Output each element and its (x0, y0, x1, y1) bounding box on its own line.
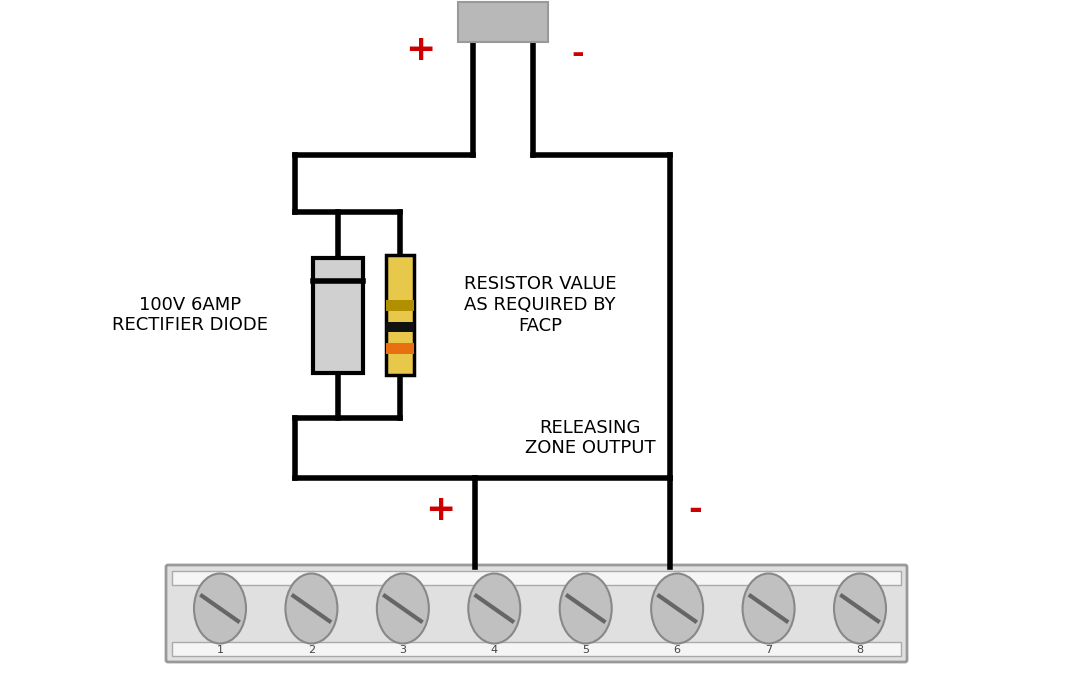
Text: +: + (405, 33, 435, 67)
Text: 4: 4 (490, 645, 498, 655)
Text: -: - (688, 493, 702, 526)
Bar (386, 321, 414, 332)
Text: RESISTOR VALUE
AS REQUIRED BY
FACP: RESISTOR VALUE AS REQUIRED BY FACP (463, 275, 617, 335)
Ellipse shape (377, 574, 429, 643)
Text: RELEASING
ZONE OUTPUT: RELEASING ZONE OUTPUT (525, 418, 656, 458)
Text: 7: 7 (765, 645, 772, 655)
Text: -: - (571, 40, 584, 70)
Text: 3: 3 (400, 645, 406, 655)
Bar (172, 571, 901, 585)
Bar (313, 257, 363, 373)
Text: 6: 6 (674, 645, 680, 655)
FancyBboxPatch shape (166, 565, 907, 662)
Text: 1: 1 (216, 645, 224, 655)
Ellipse shape (194, 574, 246, 643)
Ellipse shape (469, 574, 521, 643)
Text: 100V 6AMP
RECTIFIER DIODE: 100V 6AMP RECTIFIER DIODE (112, 296, 268, 334)
Ellipse shape (559, 574, 611, 643)
Ellipse shape (285, 574, 337, 643)
Bar (386, 255, 414, 375)
Ellipse shape (834, 574, 886, 643)
Ellipse shape (651, 574, 703, 643)
Text: +: + (424, 493, 455, 527)
Text: 2: 2 (308, 645, 315, 655)
Bar (172, 642, 901, 656)
Bar (386, 300, 414, 310)
Ellipse shape (743, 574, 795, 643)
FancyBboxPatch shape (458, 2, 548, 42)
Text: 8: 8 (856, 645, 864, 655)
Text: 5: 5 (582, 645, 590, 655)
Bar (386, 343, 414, 354)
